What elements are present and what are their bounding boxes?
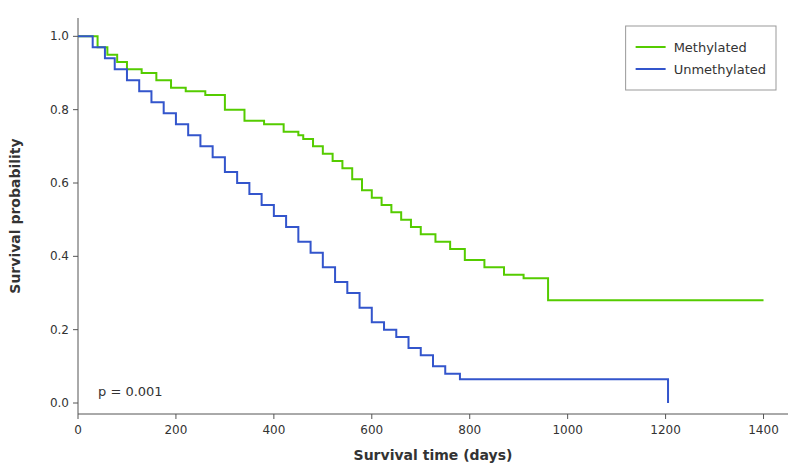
axes: 0 200 400 600 800 1000 1200 1400 0.0 0.2 0.4 0.6 0.8… [50, 18, 788, 437]
y-tick-label: 0.4 [50, 249, 69, 263]
y-tick [73, 403, 78, 404]
x-tick-label: 1400 [748, 423, 779, 437]
survival-curve [78, 36, 668, 403]
x-tick-label: 800 [458, 423, 481, 437]
legend-label: Unmethylated [674, 62, 766, 77]
y-tick-label: 0.8 [50, 103, 69, 117]
x-tick-label: 1000 [552, 423, 583, 437]
y-axis-label: Survival probability [7, 138, 23, 293]
legend: Methylated Unmethylated [626, 26, 776, 90]
y-tick [73, 109, 78, 110]
plot-area [78, 36, 764, 403]
legend-swatch [636, 46, 666, 48]
x-tick [78, 414, 79, 419]
y-tick [73, 329, 78, 330]
x-tick [469, 414, 470, 419]
y-tick [73, 36, 78, 37]
y-tick [73, 183, 78, 184]
annotation: p = 0.001 [98, 384, 163, 399]
y-tick-label: 0.2 [50, 323, 69, 337]
x-tick-label: 200 [164, 423, 187, 437]
legend-label: Methylated [674, 40, 747, 55]
y-axis-line [78, 18, 79, 414]
x-axis-line [78, 414, 788, 415]
x-tick-label: 600 [360, 423, 383, 437]
y-tick [73, 256, 78, 257]
legend-swatch [636, 68, 666, 70]
x-tick [273, 414, 274, 419]
x-tick [665, 414, 666, 419]
x-tick [175, 414, 176, 419]
legend-box [626, 26, 776, 90]
x-tick [371, 414, 372, 419]
y-tick-label: 1.0 [50, 29, 69, 43]
x-axis-label: Survival time (days) [354, 447, 513, 463]
chart: 0 200 400 600 800 1000 1200 1400 0.0 0.2 0.4 0.6 0.8… [0, 0, 810, 476]
y-tick-label: 0.0 [50, 396, 69, 410]
x-tick [567, 414, 568, 419]
y-tick-label: 0.6 [50, 176, 69, 190]
x-tick-label: 0 [74, 423, 82, 437]
x-tick [763, 414, 764, 419]
x-tick-label: 1200 [650, 423, 681, 437]
x-tick-label: 400 [262, 423, 285, 437]
